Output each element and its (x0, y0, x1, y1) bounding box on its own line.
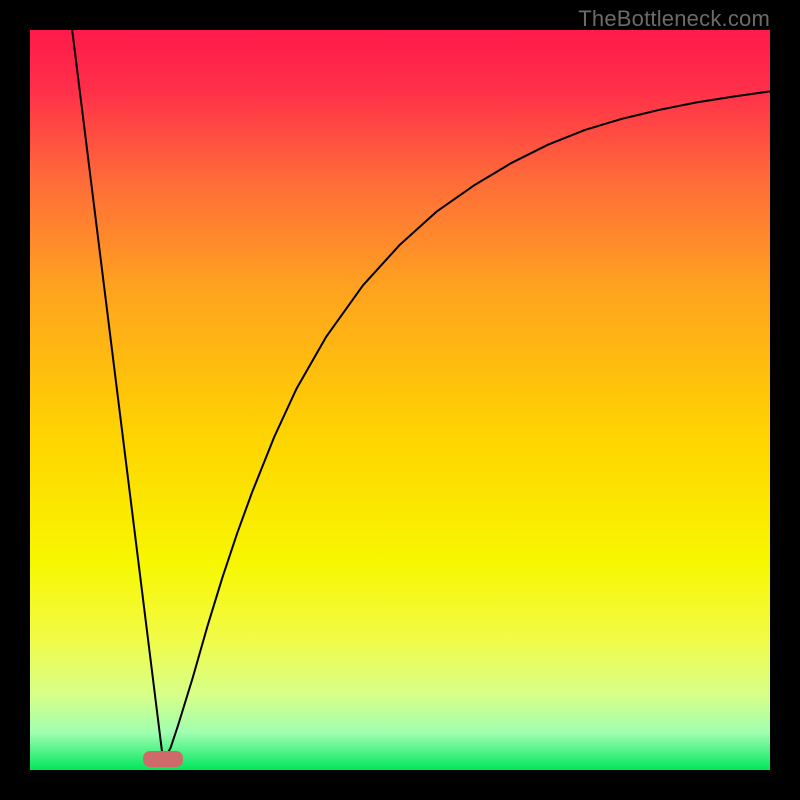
bottleneck-curves (30, 30, 770, 770)
watermark-text: TheBottleneck.com (578, 6, 770, 32)
plot-area (30, 30, 770, 770)
optimum-marker (143, 751, 183, 767)
